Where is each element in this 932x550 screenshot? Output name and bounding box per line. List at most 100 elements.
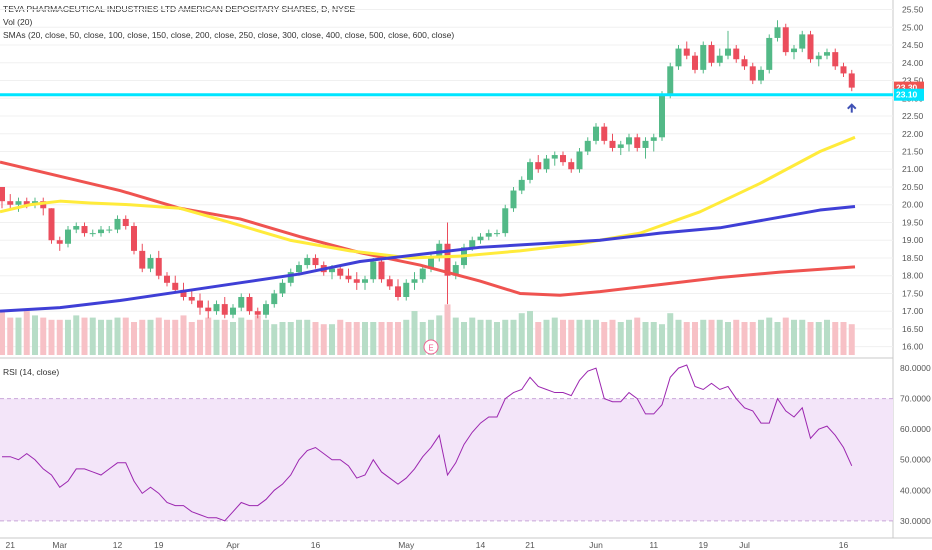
- candle[interactable]: [848, 69, 855, 92]
- candle[interactable]: [799, 30, 806, 53]
- candle[interactable]: [7, 194, 14, 209]
- candle[interactable]: [271, 289, 278, 308]
- candle[interactable]: [659, 91, 665, 141]
- candle[interactable]: [65, 226, 71, 248]
- candle[interactable]: [667, 62, 674, 99]
- candle[interactable]: [477, 233, 484, 244]
- candle[interactable]: [791, 45, 797, 60]
- horizontal-level-line[interactable]: [0, 93, 893, 113]
- candle[interactable]: [758, 66, 764, 85]
- candle[interactable]: [725, 30, 731, 60]
- candle[interactable]: [353, 272, 360, 290]
- candle[interactable]: [386, 275, 393, 290]
- candle[interactable]: [370, 257, 377, 283]
- candle-body: [337, 268, 344, 276]
- candle[interactable]: [452, 261, 459, 280]
- candle[interactable]: [279, 279, 286, 297]
- candle[interactable]: [766, 34, 773, 74]
- candle[interactable]: [815, 52, 822, 67]
- candle[interactable]: [634, 133, 641, 152]
- candle[interactable]: [543, 155, 550, 173]
- candle[interactable]: [527, 158, 533, 184]
- candle[interactable]: [593, 123, 599, 145]
- candle[interactable]: [131, 222, 137, 255]
- candle[interactable]: [304, 254, 311, 269]
- candle[interactable]: [824, 48, 830, 60]
- candle[interactable]: [642, 137, 649, 159]
- earnings-marker-icon[interactable]: [423, 339, 439, 355]
- candle[interactable]: [254, 307, 261, 319]
- candle[interactable]: [378, 257, 385, 283]
- candle[interactable]: [263, 300, 269, 319]
- candle[interactable]: [98, 226, 104, 237]
- candle[interactable]: [749, 62, 756, 85]
- candle[interactable]: [362, 275, 368, 290]
- candle[interactable]: [675, 45, 682, 70]
- candle[interactable]: [609, 133, 616, 152]
- candle[interactable]: [692, 52, 698, 74]
- candle[interactable]: [221, 296, 228, 319]
- candle[interactable]: [139, 243, 146, 273]
- candle[interactable]: [155, 250, 162, 280]
- candle[interactable]: [0, 186, 5, 209]
- candle[interactable]: [518, 176, 525, 195]
- candle[interactable]: [741, 55, 748, 70]
- candle[interactable]: [601, 123, 608, 145]
- candle[interactable]: [188, 289, 195, 305]
- candle[interactable]: [510, 186, 517, 212]
- candle[interactable]: [213, 300, 220, 315]
- candle[interactable]: [246, 293, 253, 315]
- candle[interactable]: [560, 151, 566, 166]
- candle[interactable]: [238, 293, 245, 312]
- candle[interactable]: [444, 222, 451, 305]
- candle[interactable]: [782, 23, 789, 56]
- volume-bar: [180, 315, 187, 355]
- candle[interactable]: [494, 229, 500, 237]
- candle[interactable]: [40, 197, 47, 216]
- candle[interactable]: [774, 20, 781, 42]
- candle[interactable]: [650, 133, 657, 152]
- candle[interactable]: [287, 268, 294, 287]
- candle[interactable]: [48, 208, 55, 244]
- candle[interactable]: [832, 48, 839, 70]
- candle[interactable]: [172, 275, 179, 294]
- candle[interactable]: [708, 41, 715, 67]
- candle[interactable]: [733, 45, 740, 63]
- candle[interactable]: [122, 215, 129, 230]
- candle[interactable]: [485, 229, 492, 241]
- candle[interactable]: [73, 222, 80, 234]
- candle[interactable]: [626, 133, 632, 152]
- candle[interactable]: [197, 293, 203, 315]
- candle[interactable]: [419, 265, 426, 283]
- candle[interactable]: [147, 254, 154, 273]
- candle[interactable]: [683, 41, 690, 60]
- candle[interactable]: [164, 272, 170, 287]
- candlesticks[interactable]: [0, 20, 855, 319]
- candle[interactable]: [584, 137, 591, 156]
- candle[interactable]: [230, 304, 236, 319]
- candle[interactable]: [114, 215, 121, 234]
- candle[interactable]: [205, 300, 212, 319]
- candle[interactable]: [89, 229, 96, 237]
- candle[interactable]: [551, 151, 558, 166]
- candle[interactable]: [568, 158, 575, 173]
- candle[interactable]: [345, 268, 352, 283]
- candle[interactable]: [617, 140, 624, 156]
- candle[interactable]: [395, 279, 401, 301]
- candle[interactable]: [807, 30, 814, 63]
- candle[interactable]: [716, 48, 723, 67]
- candle[interactable]: [403, 279, 410, 301]
- candle[interactable]: [81, 222, 88, 237]
- candle[interactable]: [15, 197, 22, 212]
- candle[interactable]: [56, 236, 63, 251]
- candle[interactable]: [576, 147, 583, 173]
- candle[interactable]: [106, 226, 113, 234]
- candle[interactable]: [840, 62, 847, 77]
- candle[interactable]: [312, 254, 319, 269]
- candle[interactable]: [535, 155, 542, 173]
- candle[interactable]: [411, 272, 418, 290]
- candle[interactable]: [502, 204, 509, 237]
- candle[interactable]: [337, 265, 344, 280]
- candle[interactable]: [700, 41, 707, 74]
